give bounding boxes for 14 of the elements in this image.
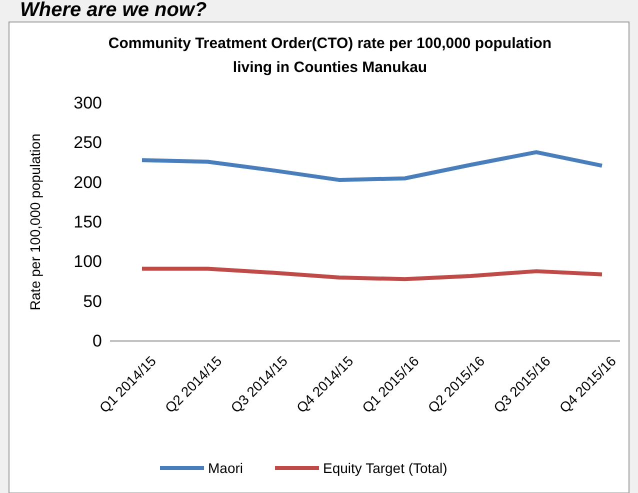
line-series (140, 150, 604, 182)
chart-title: Community Treatment Order(CTO) rate per 100,000 population living in Counties Manukau (108, 35, 552, 76)
y-tick-label: 0 (92, 331, 102, 350)
y-tick-label: 300 (74, 93, 102, 112)
y-axis-title: Rate per 100,000 population (27, 134, 43, 310)
y-tick-label: 50 (83, 292, 102, 311)
y-tick-label: 200 (74, 172, 102, 192)
y-tick-label: 150 (74, 212, 102, 232)
line-series (140, 266, 604, 282)
text: Where are we now? (20, 0, 207, 21)
y-tick-label: 250 (74, 133, 102, 152)
y-tick-label: 100 (74, 252, 102, 272)
legend-label: Maori (208, 460, 244, 476)
legend-label: Equity Target (Total) (323, 460, 448, 476)
